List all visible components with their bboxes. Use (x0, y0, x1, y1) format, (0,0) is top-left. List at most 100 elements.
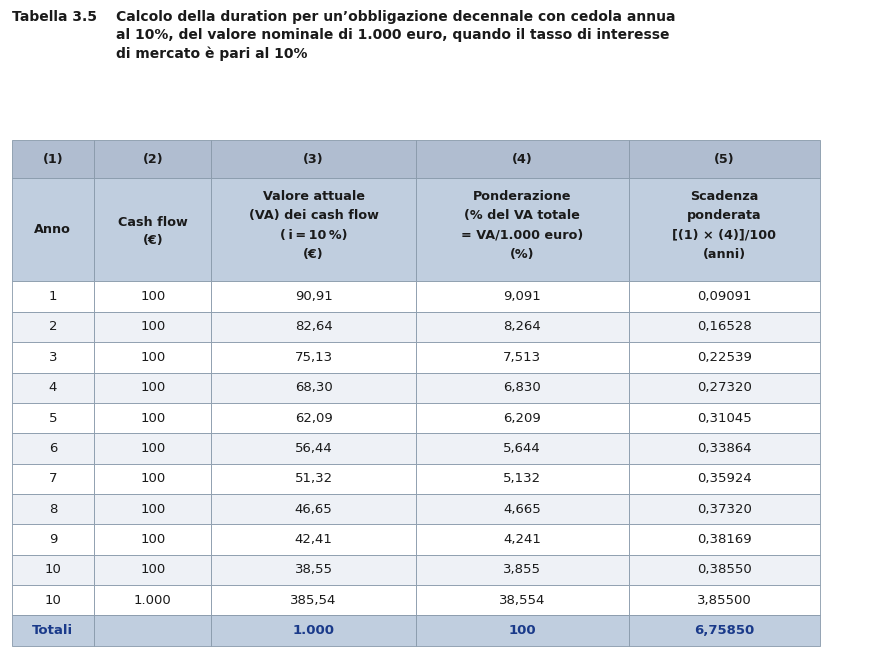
Text: 10: 10 (44, 594, 61, 607)
Bar (628, 312, 819, 342)
Bar (628, 403, 819, 434)
Bar (628, 434, 819, 464)
Bar (94, 554, 211, 585)
Bar (211, 403, 416, 434)
Text: 75,13: 75,13 (294, 351, 332, 364)
Bar (211, 554, 416, 585)
Text: 7: 7 (49, 472, 57, 485)
Text: 38,55: 38,55 (294, 564, 332, 577)
Text: 6,209: 6,209 (502, 411, 540, 424)
Text: 2: 2 (49, 321, 57, 334)
Text: 100: 100 (140, 472, 165, 485)
Text: (%): (%) (509, 247, 534, 261)
Text: 38,554: 38,554 (499, 594, 545, 607)
Text: 0,38169: 0,38169 (696, 533, 750, 546)
Bar (12, 178, 94, 281)
Text: 68,30: 68,30 (294, 381, 332, 394)
Text: 5: 5 (49, 411, 57, 424)
Bar (12, 554, 94, 585)
Text: 9,091: 9,091 (502, 290, 540, 303)
Text: (3): (3) (303, 153, 323, 166)
Text: Valore attuale: Valore attuale (262, 190, 364, 203)
Bar (94, 403, 211, 434)
Bar (12, 615, 94, 646)
Text: 1.000: 1.000 (134, 594, 172, 607)
Bar (211, 281, 416, 312)
Text: 1.000: 1.000 (292, 624, 334, 637)
Bar (94, 140, 211, 178)
Text: 100: 100 (140, 411, 165, 424)
Text: (VA) dei cash flow: (VA) dei cash flow (248, 210, 378, 223)
Bar (416, 494, 628, 524)
Text: 4: 4 (49, 381, 57, 394)
Bar (416, 312, 628, 342)
Text: ( i = 10 %): ( i = 10 %) (280, 229, 347, 242)
Bar (628, 585, 819, 615)
Text: (anni): (anni) (702, 247, 745, 261)
Bar (94, 585, 211, 615)
Bar (628, 524, 819, 554)
Text: 385,54: 385,54 (290, 594, 337, 607)
Text: 56,44: 56,44 (294, 442, 332, 455)
Bar (416, 615, 628, 646)
Bar (12, 403, 94, 434)
Bar (12, 342, 94, 372)
Text: 100: 100 (140, 351, 165, 364)
Bar (628, 140, 819, 178)
Text: (€): (€) (303, 247, 323, 261)
Text: 9: 9 (49, 533, 57, 546)
Bar (416, 178, 628, 281)
Text: Ponderazione: Ponderazione (472, 190, 571, 203)
Bar (94, 342, 211, 372)
Text: 100: 100 (140, 503, 165, 516)
Bar (416, 281, 628, 312)
Bar (628, 464, 819, 494)
Text: 0,27320: 0,27320 (696, 381, 751, 394)
Bar (12, 464, 94, 494)
Text: 8: 8 (49, 503, 57, 516)
Text: Tabella 3.5: Tabella 3.5 (12, 10, 97, 24)
Text: 5,132: 5,132 (502, 472, 540, 485)
Bar (211, 615, 416, 646)
Text: 6: 6 (49, 442, 57, 455)
Text: 0,09091: 0,09091 (696, 290, 750, 303)
Bar (416, 464, 628, 494)
Bar (94, 615, 211, 646)
Bar (211, 372, 416, 403)
Text: 3,855: 3,855 (502, 564, 540, 577)
Bar (12, 372, 94, 403)
Text: (4): (4) (511, 153, 532, 166)
Text: 5,644: 5,644 (502, 442, 540, 455)
Text: 0,35924: 0,35924 (696, 472, 750, 485)
Text: Cash flow: Cash flow (118, 216, 188, 229)
Bar (628, 281, 819, 312)
Bar (416, 403, 628, 434)
Text: 100: 100 (508, 624, 535, 637)
Text: (% del VA totale: (% del VA totale (463, 210, 579, 223)
Bar (12, 312, 94, 342)
Bar (211, 585, 416, 615)
Bar (628, 615, 819, 646)
Text: (5): (5) (713, 153, 734, 166)
Bar (94, 494, 211, 524)
Text: (2): (2) (143, 153, 163, 166)
Text: 62,09: 62,09 (294, 411, 332, 424)
Bar (94, 312, 211, 342)
Bar (94, 524, 211, 554)
Text: 100: 100 (140, 564, 165, 577)
Text: 6,75850: 6,75850 (694, 624, 754, 637)
Bar (628, 494, 819, 524)
Bar (628, 342, 819, 372)
Text: 51,32: 51,32 (294, 472, 332, 485)
Bar (12, 281, 94, 312)
Bar (211, 434, 416, 464)
Text: (1): (1) (43, 153, 63, 166)
Bar (94, 372, 211, 403)
Bar (12, 434, 94, 464)
Text: 100: 100 (140, 533, 165, 546)
Text: 0,38550: 0,38550 (696, 564, 750, 577)
Text: 4,665: 4,665 (502, 503, 540, 516)
Bar (211, 178, 416, 281)
Bar (628, 178, 819, 281)
Text: 0,16528: 0,16528 (696, 321, 750, 334)
